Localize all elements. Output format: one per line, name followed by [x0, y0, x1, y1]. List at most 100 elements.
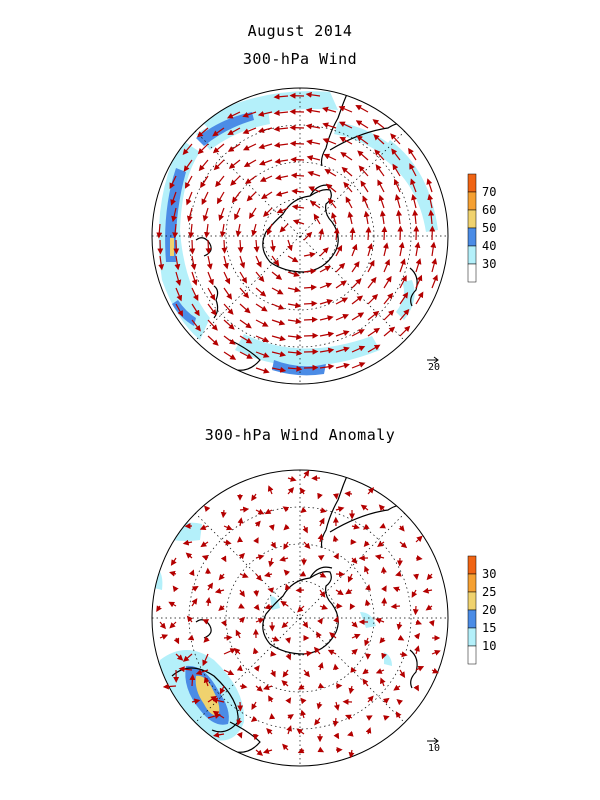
wind-vector — [335, 346, 350, 353]
wind-vector — [287, 365, 303, 372]
wind-vector — [287, 286, 301, 293]
wind-vector — [366, 715, 373, 721]
wind-vector — [383, 292, 394, 305]
wind-vector — [268, 695, 274, 703]
wind-vector — [273, 109, 289, 116]
wind-vector — [255, 573, 263, 582]
wind-vector — [282, 669, 289, 678]
wind-vector — [319, 572, 327, 578]
legend-label: 70 — [482, 185, 496, 199]
wind-vector — [338, 121, 353, 129]
wind-vector — [382, 697, 390, 704]
wind-vector — [390, 603, 401, 610]
wind-vector — [254, 520, 261, 528]
wind-vector — [271, 287, 284, 295]
wind-vector — [316, 631, 322, 639]
wind-vector — [375, 618, 385, 624]
wind-vector — [396, 209, 403, 225]
wind-vector — [325, 183, 337, 193]
wind-vector — [340, 151, 353, 161]
wind-vector — [271, 335, 286, 342]
wind-vector — [275, 190, 289, 197]
wind-vector — [223, 634, 233, 641]
wind-vector — [170, 557, 177, 566]
wind-vector — [345, 196, 353, 209]
wind-vector — [297, 605, 305, 613]
wind-vector — [317, 533, 324, 543]
reference-vector: 10 — [427, 737, 440, 754]
wind-vector — [426, 573, 433, 581]
wind-vector — [223, 255, 229, 270]
wind-vector — [399, 291, 409, 305]
wind-vector — [362, 195, 369, 209]
wind-vector — [202, 619, 210, 625]
wind-vector — [212, 127, 225, 137]
wind-vector — [207, 582, 214, 591]
wind-vector — [159, 634, 169, 640]
wind-speed-legend: 70 60 50 40 30 — [467, 173, 496, 283]
wind-vector — [422, 587, 433, 594]
wind-vector — [198, 159, 209, 172]
wind-vector — [331, 212, 337, 225]
wind-vector — [300, 709, 307, 719]
wind-vector — [207, 271, 214, 286]
wind-vector — [302, 621, 309, 629]
wind-vector — [351, 621, 358, 628]
map-date-title: August 2014 — [247, 22, 353, 40]
wind-vector — [303, 231, 313, 241]
wind-vector — [183, 159, 193, 172]
wind-vector — [266, 728, 273, 735]
wind-vector — [375, 668, 385, 674]
wind-vector — [281, 621, 289, 629]
wind-vector — [223, 287, 233, 300]
wind-vector — [234, 207, 241, 221]
wind-vector — [335, 297, 349, 305]
wind-vector — [333, 732, 340, 740]
wind-vector — [214, 587, 225, 594]
wind-vector — [291, 188, 305, 195]
wind-vector — [263, 207, 273, 217]
wind-vector — [383, 326, 396, 337]
wind-vector — [287, 255, 299, 263]
wind-vector — [283, 541, 289, 550]
wind-vector — [213, 731, 225, 738]
legend-swatch — [467, 263, 477, 283]
wind-vector — [237, 239, 244, 254]
wind-vector — [303, 284, 317, 291]
wind-vector — [255, 335, 270, 343]
wind-vector — [318, 517, 325, 527]
wind-vector — [322, 122, 337, 129]
wind-vector — [285, 637, 291, 644]
wind-vector — [364, 637, 370, 647]
wind-vector — [170, 191, 177, 206]
wind-vector — [287, 714, 294, 720]
wind-vector — [319, 604, 329, 610]
wind-vector — [273, 142, 289, 149]
wind-vector — [399, 275, 407, 289]
wind-vector — [156, 223, 163, 239]
wind-vector — [303, 541, 311, 550]
wind-vector — [414, 645, 420, 655]
wind-vector — [303, 669, 310, 678]
wind-vector — [392, 586, 401, 593]
wind-vector — [415, 666, 425, 672]
wind-vectors — [156, 91, 438, 374]
wind-vector — [267, 485, 274, 495]
wind-vector — [273, 125, 289, 132]
wind-vector — [317, 617, 323, 625]
wind-vector — [187, 634, 195, 641]
wind-vector — [291, 204, 305, 211]
wind-vector — [189, 674, 196, 687]
wind-vector — [367, 276, 377, 289]
wind-vector — [274, 158, 289, 165]
wind-vector — [223, 335, 236, 345]
wind-vector — [182, 539, 193, 546]
legend-swatch — [467, 245, 477, 265]
wind-vector — [238, 616, 246, 624]
wind-vector — [319, 347, 335, 354]
wind-vector — [213, 159, 225, 171]
legend-swatch — [467, 627, 477, 647]
wind-vector — [399, 325, 411, 337]
legend-label: 30 — [482, 257, 496, 271]
wind-vector — [335, 244, 343, 257]
